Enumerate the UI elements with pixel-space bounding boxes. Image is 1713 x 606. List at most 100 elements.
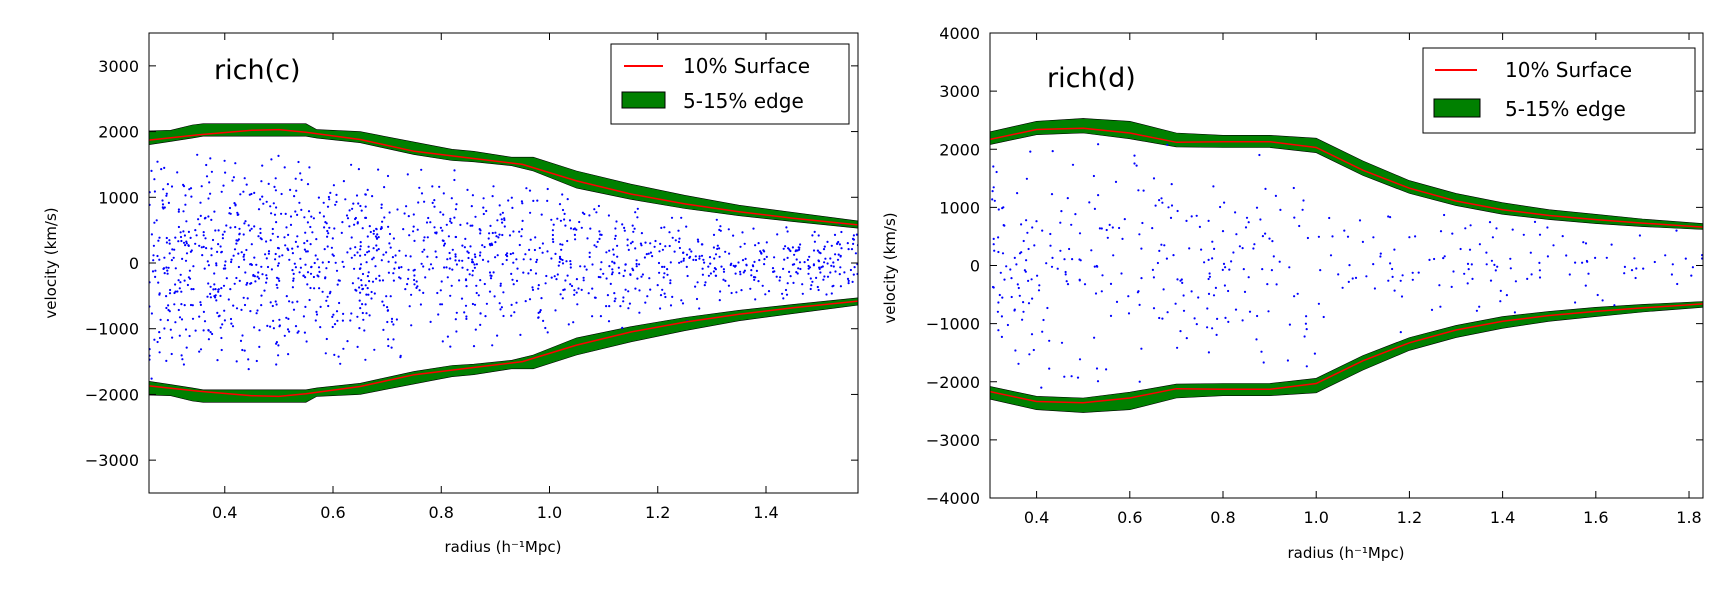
scatter-point [280, 192, 283, 196]
y-tick-label: −1000 [926, 315, 980, 334]
scatter-point [275, 342, 278, 345]
scatter-point [558, 260, 561, 264]
scatter-point [176, 171, 179, 174]
scatter-point [253, 275, 256, 278]
scatter-point [1093, 336, 1096, 339]
scatter-point [513, 311, 516, 314]
scatter-point [317, 196, 320, 199]
scatter-point [158, 351, 161, 354]
scatter-point [540, 297, 543, 300]
scatter-point [718, 247, 721, 250]
scatter-point [1111, 226, 1114, 229]
scatter-point [1393, 289, 1396, 292]
scatter-point [1261, 235, 1264, 238]
scatter-point [485, 302, 488, 305]
scatter-point [265, 200, 268, 203]
scatter-point [162, 207, 165, 210]
scatter-point [479, 323, 482, 326]
scatter-point [783, 258, 786, 261]
scatter-point [506, 255, 509, 258]
scatter-point [225, 277, 228, 280]
scatter-point [479, 312, 482, 315]
scatter-point [158, 236, 161, 239]
scatter-point [412, 230, 415, 233]
scatter-point [1279, 208, 1282, 211]
scatter-point [541, 242, 545, 245]
scatter-point [441, 229, 444, 232]
scatter-point [368, 280, 371, 283]
scatter-point [638, 311, 641, 314]
scatter-point [1546, 226, 1549, 229]
scatter-point [1031, 297, 1034, 300]
scatter-point [1190, 215, 1193, 218]
scatter-point [1471, 277, 1474, 280]
scatter-point [184, 259, 188, 262]
scatter-point [207, 197, 210, 200]
y-axis-label: velocity (km/s) [42, 207, 60, 318]
scatter-point [327, 195, 330, 199]
scatter-point [391, 256, 394, 259]
scatter-point [491, 344, 494, 347]
scatter-point [260, 304, 263, 307]
x-tick-label: 1.2 [645, 503, 670, 522]
scatter-point [1302, 199, 1305, 202]
scatter-point [311, 231, 314, 234]
scatter-point [669, 261, 672, 264]
scatter-point [1408, 236, 1411, 239]
scatter-point [326, 295, 329, 298]
scatter-point [1078, 232, 1082, 235]
scatter-point [1433, 257, 1436, 261]
scatter-point [1219, 205, 1222, 209]
scatter-point [302, 274, 305, 277]
scatter-point [656, 284, 659, 287]
scatter-point [840, 247, 843, 250]
scatter-point [1499, 300, 1502, 303]
scatter-point [727, 284, 731, 287]
scatter-point [1207, 351, 1210, 354]
scatter-point [830, 264, 833, 267]
scatter-point [812, 249, 816, 252]
scatter-point [1538, 276, 1542, 279]
scatter-point [180, 239, 183, 243]
scatter-point [498, 233, 501, 236]
scatter-point [811, 280, 814, 283]
scatter-point [340, 231, 343, 234]
scatter-point [429, 263, 433, 266]
scatter-point [487, 260, 490, 263]
scatter-point [1063, 375, 1066, 378]
scatter-point [236, 211, 239, 214]
scatter-point [1305, 328, 1308, 331]
scatter-point [793, 263, 796, 266]
scatter-point [215, 299, 218, 302]
scatter-point [627, 290, 630, 293]
scatter-point [536, 199, 539, 202]
scatter-point [837, 253, 840, 256]
scatter-point [372, 229, 375, 232]
scatter-point [613, 262, 616, 265]
scatter-point [501, 211, 504, 214]
scatter-point [275, 283, 278, 286]
scatter-point [209, 157, 212, 160]
scatter-point [595, 211, 598, 214]
scatter-point [1313, 352, 1316, 355]
scatter-point [357, 168, 360, 171]
scatter-point [521, 219, 524, 222]
scatter-point [573, 227, 577, 230]
scatter-point [490, 242, 493, 245]
scatter-point [1079, 259, 1082, 262]
scatter-point [757, 242, 760, 245]
scatter-point [1306, 236, 1309, 240]
scatter-point [659, 242, 662, 245]
scatter-point [591, 287, 594, 290]
scatter-point [585, 268, 588, 271]
scatter-point [779, 276, 782, 279]
scatter-point [359, 241, 362, 244]
scatter-point [816, 249, 820, 252]
scatter-point [449, 217, 452, 220]
scatter-point [420, 168, 423, 171]
scatter-point [371, 280, 375, 283]
scatter-point [1010, 295, 1013, 299]
scatter-point [433, 205, 436, 208]
scatter-point [569, 227, 573, 230]
scatter-point [1303, 335, 1306, 338]
